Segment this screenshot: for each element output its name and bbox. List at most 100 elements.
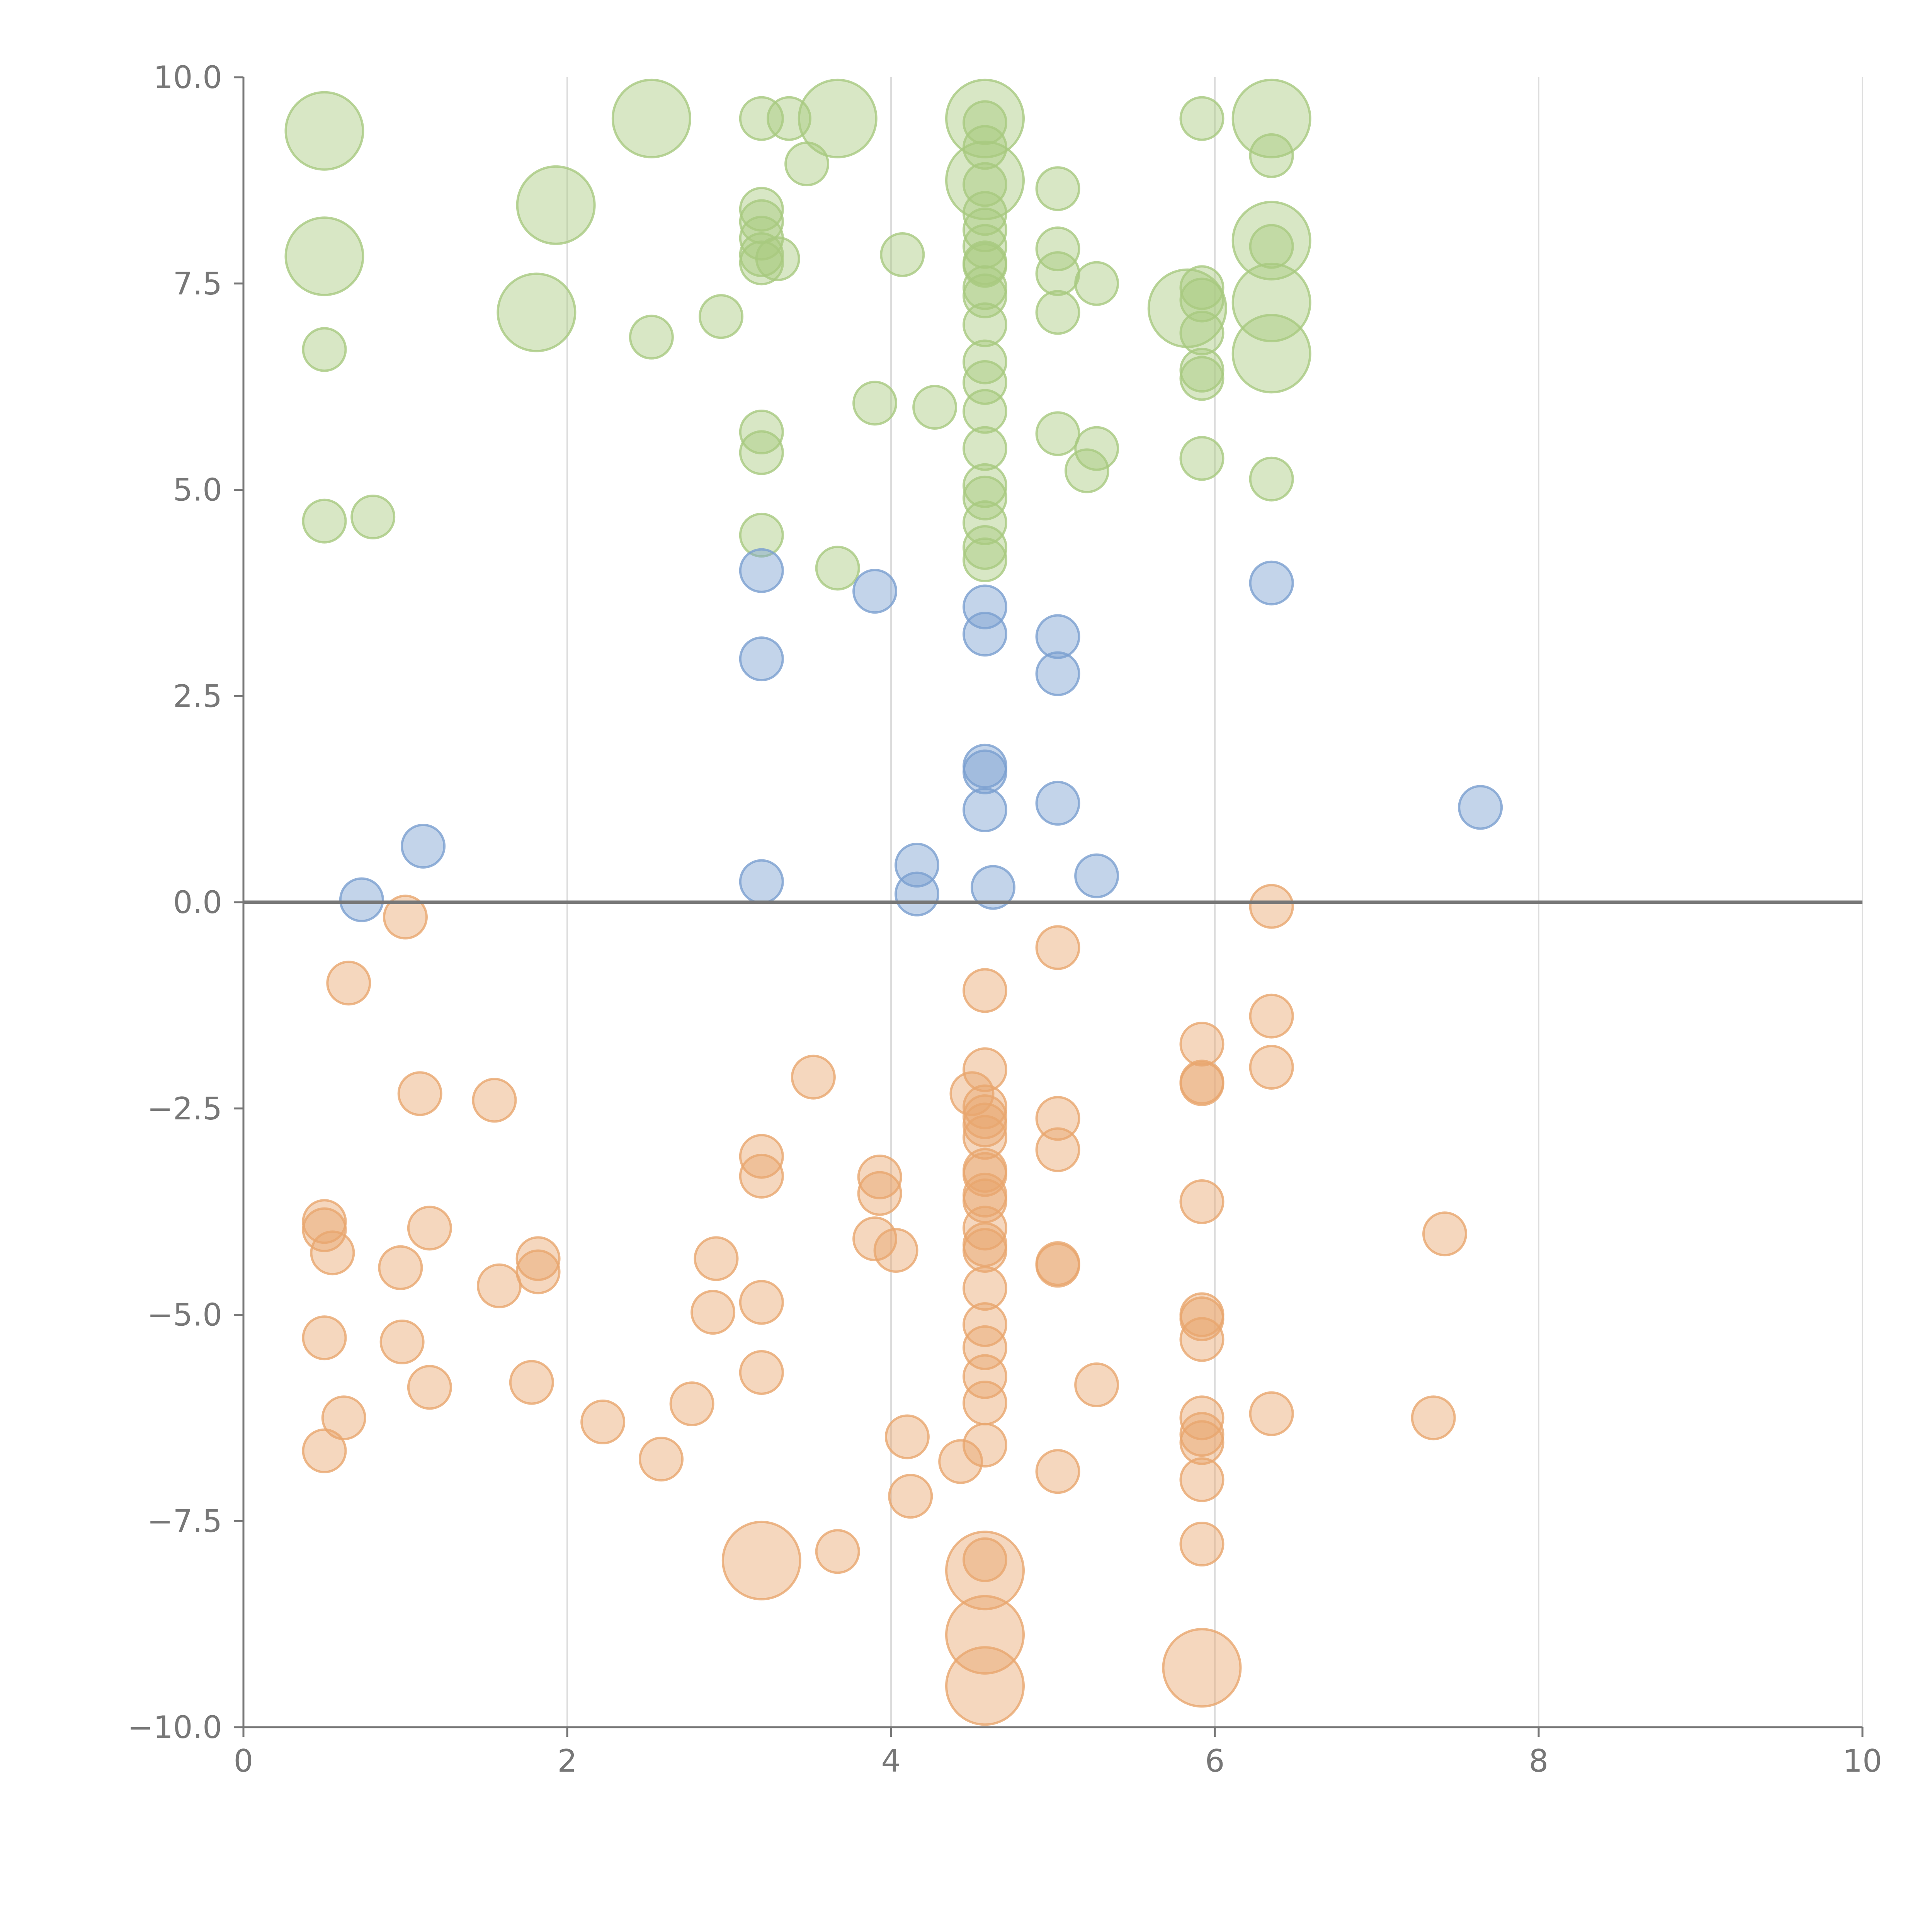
bubble-negative bbox=[1249, 993, 1294, 1039]
bubble-negative bbox=[639, 1437, 684, 1482]
bubble-negative bbox=[857, 1171, 902, 1216]
bubble-positive bbox=[350, 494, 396, 539]
bubble-positive bbox=[739, 512, 784, 558]
bubble-positive bbox=[1179, 265, 1225, 310]
bubble-negative bbox=[963, 1047, 1008, 1092]
bubble-negative bbox=[509, 1360, 554, 1405]
bubble-positive bbox=[516, 165, 596, 245]
bubble-negative bbox=[1179, 1022, 1225, 1067]
bubble-positive bbox=[1074, 261, 1119, 306]
bubble-negative bbox=[888, 1474, 933, 1519]
bubble-negative bbox=[321, 1395, 366, 1440]
bubble-negative bbox=[963, 1102, 1008, 1148]
bubble-negative bbox=[963, 1537, 1008, 1582]
bubble-negative bbox=[669, 1381, 714, 1427]
bubble-negative bbox=[302, 1207, 347, 1252]
bubble-neutral bbox=[739, 636, 784, 682]
axis-ticks: 0 2 4 6 8 10 −10.0 −7.5 −5.0 −2.5 0.0 2.5 5.0 7.5 10.0 bbox=[128, 60, 1882, 1779]
bubble-negative bbox=[1249, 1045, 1294, 1090]
bubble-positive bbox=[1231, 78, 1311, 158]
bubble-positive bbox=[963, 207, 1008, 252]
bubble-positive bbox=[284, 91, 364, 171]
bubble-negative bbox=[1035, 925, 1080, 970]
bubble-neutral bbox=[970, 865, 1015, 910]
bubble-negative bbox=[1179, 1395, 1225, 1440]
y-tick-label: 2.5 bbox=[173, 678, 222, 714]
bubble-positive bbox=[739, 430, 784, 475]
bubble-negative bbox=[1411, 1395, 1456, 1440]
bubble-negative bbox=[383, 895, 428, 940]
bubble-negative bbox=[857, 1154, 902, 1199]
bubble-negative bbox=[1179, 1522, 1225, 1567]
bubble-positive bbox=[699, 294, 744, 339]
bubble-positive bbox=[1035, 411, 1080, 456]
bubble-positive bbox=[963, 100, 1008, 145]
y-tick-label: −2.5 bbox=[147, 1091, 222, 1127]
bubble-positive bbox=[912, 385, 957, 430]
bubble-negative bbox=[310, 1230, 355, 1276]
y-tick-label: −7.5 bbox=[147, 1503, 222, 1539]
bubble-positive bbox=[1231, 314, 1311, 394]
bubble-negative bbox=[397, 1071, 442, 1116]
bubble-negative bbox=[1035, 1127, 1080, 1172]
bubble-positive bbox=[1249, 456, 1294, 502]
bubble-positive bbox=[815, 546, 860, 591]
bubble-neutral bbox=[401, 823, 446, 869]
bubble-positive bbox=[1179, 96, 1225, 141]
bubble-negative bbox=[739, 1280, 784, 1325]
bubble-positive bbox=[798, 78, 878, 158]
bubble-negative bbox=[379, 1319, 425, 1364]
bubble-neutral bbox=[739, 548, 784, 593]
bubble-positive bbox=[963, 500, 1008, 545]
bubble-positive bbox=[963, 389, 1008, 434]
bubble-positive bbox=[963, 463, 1008, 508]
bubble-negative bbox=[1179, 1179, 1225, 1225]
bubble-positive bbox=[611, 78, 691, 158]
bubble-neutral bbox=[852, 569, 898, 614]
bubble-neutral bbox=[895, 871, 940, 917]
bubble-positive bbox=[302, 498, 347, 544]
bubble-positive bbox=[1035, 290, 1080, 335]
bubble-positive bbox=[963, 475, 1008, 520]
bubble-positive bbox=[1179, 356, 1225, 401]
bubble-positive bbox=[1179, 310, 1225, 355]
bubble-neutral bbox=[739, 859, 784, 904]
bubble-negative bbox=[1422, 1211, 1467, 1257]
x-tick-label: 10 bbox=[1843, 1743, 1882, 1779]
bubble-neutral bbox=[963, 787, 1008, 832]
bubble-negative bbox=[963, 1178, 1008, 1223]
bubble-positive bbox=[1064, 448, 1109, 493]
bubble-positive bbox=[1035, 251, 1080, 296]
bubble-negative bbox=[963, 1228, 1008, 1273]
x-tick-label: 0 bbox=[234, 1743, 253, 1779]
bubble-negative bbox=[884, 1414, 930, 1459]
bubble-neutral bbox=[963, 749, 1008, 794]
bubble-negative bbox=[1035, 1243, 1080, 1288]
bubble-negative bbox=[580, 1400, 626, 1445]
bubble-positive bbox=[1231, 201, 1311, 281]
bubble-positive bbox=[739, 199, 784, 244]
bubble-negative bbox=[326, 961, 371, 1006]
bubble-positive bbox=[629, 315, 674, 360]
y-tick-label: 10.0 bbox=[153, 60, 222, 95]
bubble-negative bbox=[1179, 1317, 1225, 1362]
bubble-negative bbox=[963, 1422, 1008, 1468]
bubbles bbox=[284, 78, 1503, 1726]
bubble-positive bbox=[1179, 277, 1225, 323]
bubble-positive bbox=[963, 224, 1008, 269]
bubble-neutral bbox=[1035, 781, 1080, 826]
x-tick-label: 8 bbox=[1529, 1743, 1549, 1779]
bubble-positive bbox=[1035, 166, 1080, 211]
bubble-neutral bbox=[1074, 853, 1119, 898]
bubble-negative bbox=[739, 1134, 784, 1179]
bubble-negative bbox=[963, 1084, 1008, 1129]
bubble-negative bbox=[472, 1078, 517, 1123]
bubble-negative bbox=[302, 1315, 347, 1361]
bubble-negative bbox=[1074, 1362, 1119, 1407]
bubble-negative bbox=[1249, 884, 1294, 929]
bubble-negative bbox=[945, 1595, 1025, 1675]
bubble-negative bbox=[515, 1249, 561, 1294]
y-tick-label: 0.0 bbox=[173, 884, 222, 920]
bubble-positive bbox=[963, 302, 1008, 347]
bubble-negative bbox=[963, 1266, 1008, 1311]
